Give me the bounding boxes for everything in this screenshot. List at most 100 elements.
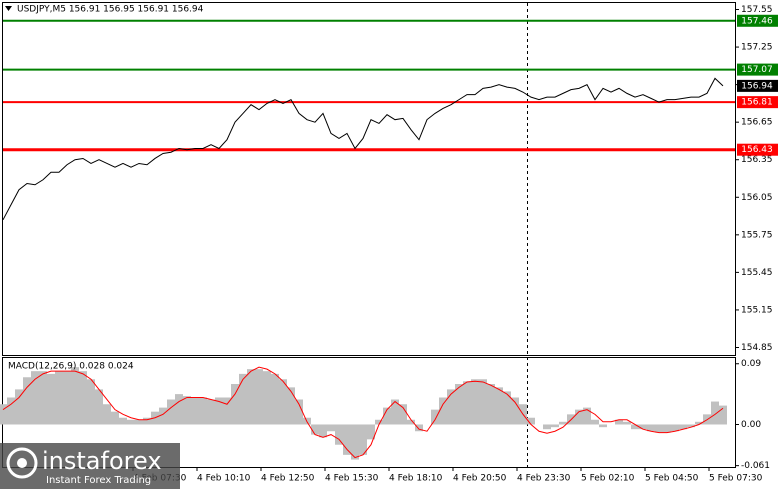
histogram-bar bbox=[239, 373, 247, 425]
x-tick-label: 4 Feb 15:30 bbox=[325, 474, 379, 484]
watermark: instaforex Instant Forex Trading bbox=[0, 443, 180, 489]
histogram-bar bbox=[343, 424, 351, 455]
x-tick-label: 4 Feb 20:50 bbox=[453, 474, 507, 484]
histogram-bar bbox=[471, 379, 479, 425]
histogram-bar bbox=[87, 379, 95, 425]
histogram-bar bbox=[479, 379, 487, 425]
histogram-bar bbox=[663, 424, 671, 433]
histogram-bar bbox=[487, 383, 495, 425]
watermark-icon-dot bbox=[17, 458, 27, 468]
last-price-label: 156.94 bbox=[741, 81, 773, 91]
watermark-tagline: Instant Forex Trading bbox=[46, 475, 151, 486]
histogram-bar bbox=[103, 404, 111, 425]
histogram-bar bbox=[111, 411, 119, 425]
x-tick-label: 4 Feb 18:10 bbox=[389, 474, 443, 484]
level-label: 156.81 bbox=[741, 98, 773, 108]
histogram-bar bbox=[407, 419, 415, 425]
histogram-bar bbox=[319, 424, 327, 438]
chart-title: USDJPY,M5 156.91 156.95 156.91 156.94 bbox=[17, 5, 204, 15]
watermark-icon bbox=[6, 447, 38, 479]
histogram-bar bbox=[543, 424, 551, 430]
histogram-bar bbox=[175, 394, 183, 425]
histogram-bar bbox=[207, 399, 215, 425]
x-tick-label: 4 Feb 12:50 bbox=[261, 474, 315, 484]
histogram-bar bbox=[551, 424, 559, 428]
histogram-bar bbox=[583, 407, 591, 425]
histogram-bar bbox=[383, 407, 391, 425]
histogram-bar bbox=[631, 424, 639, 430]
histogram-bar bbox=[287, 387, 295, 425]
histogram-bar bbox=[215, 397, 223, 425]
histogram-bar bbox=[591, 419, 599, 425]
histogram-bar bbox=[359, 424, 367, 455]
level-label-box bbox=[737, 63, 778, 76]
level-label-box bbox=[737, 96, 778, 109]
histogram-bar bbox=[623, 421, 631, 425]
histogram-bar bbox=[7, 397, 15, 425]
histogram-bar bbox=[199, 397, 207, 425]
histogram-bar bbox=[687, 424, 695, 428]
histogram-bar bbox=[335, 424, 343, 445]
histogram-bar bbox=[47, 373, 55, 425]
histogram-bar bbox=[55, 371, 63, 425]
histogram-bar bbox=[183, 396, 191, 425]
y-tick-label: 157.25 bbox=[741, 43, 773, 53]
histogram-bar bbox=[431, 409, 439, 425]
y-tick-label: 0.00 bbox=[741, 420, 761, 430]
x-tick-label: 5 Feb 02:10 bbox=[581, 474, 635, 484]
histogram-bar bbox=[271, 373, 279, 425]
histogram-bar bbox=[351, 424, 359, 460]
histogram-bar bbox=[511, 397, 519, 425]
last-price-box bbox=[737, 79, 778, 92]
price-line bbox=[2, 77, 724, 221]
x-tick-label: 5 Feb 04:50 bbox=[645, 474, 699, 484]
x-tick-label: 5 Feb 07:30 bbox=[709, 474, 763, 484]
level-label-box bbox=[737, 143, 778, 156]
y-tick-label: 156.05 bbox=[741, 193, 773, 203]
histogram-bar bbox=[671, 424, 679, 432]
y-tick-label: 156.35 bbox=[741, 155, 773, 165]
histogram-bar bbox=[415, 424, 423, 432]
histogram-bar bbox=[31, 371, 39, 425]
y-tick-label: 155.45 bbox=[741, 268, 773, 278]
histogram-bar bbox=[295, 399, 303, 425]
histogram-bar bbox=[79, 371, 87, 425]
histogram-bar bbox=[711, 401, 719, 425]
histogram-bar bbox=[39, 371, 47, 425]
histogram-bar bbox=[311, 424, 319, 435]
title-arrow bbox=[5, 6, 12, 11]
histogram-bar bbox=[527, 417, 535, 425]
histogram-bar bbox=[247, 369, 255, 425]
x-tick-label: 4 Feb 23:30 bbox=[517, 474, 571, 484]
histogram-bar bbox=[119, 417, 127, 425]
histogram-bar bbox=[15, 389, 23, 425]
y-tick-label: 155.15 bbox=[741, 305, 773, 315]
histogram-bar bbox=[695, 421, 703, 425]
y-tick-label: 157.55 bbox=[741, 5, 773, 15]
histogram-bar bbox=[159, 407, 167, 425]
histogram-bar bbox=[0, 404, 7, 425]
y-tick-label: 154.85 bbox=[741, 343, 773, 353]
x-tick-label: 4 Feb 10:10 bbox=[197, 474, 251, 484]
histogram-bar bbox=[255, 369, 263, 425]
histogram-bar bbox=[575, 409, 583, 425]
histogram-bar bbox=[439, 397, 447, 425]
macd-title: MACD(12,26,9) 0.028 0.024 bbox=[8, 362, 134, 372]
histogram-bar bbox=[63, 371, 71, 425]
histogram-bar bbox=[231, 383, 239, 425]
histogram-bar bbox=[279, 379, 287, 425]
histogram-bar bbox=[143, 417, 151, 425]
histogram-bar bbox=[191, 397, 199, 425]
watermark-name: instaforex bbox=[42, 447, 162, 475]
histogram-bar bbox=[223, 397, 231, 425]
histogram-bar bbox=[615, 419, 623, 425]
histogram-bar bbox=[503, 391, 511, 425]
histogram-bar bbox=[599, 424, 607, 428]
y-tick-label: -0.061 bbox=[741, 461, 770, 471]
histogram-bar bbox=[455, 383, 463, 425]
histogram-bar bbox=[647, 424, 655, 432]
histogram-bar bbox=[719, 405, 727, 425]
histogram-bar bbox=[23, 377, 31, 425]
